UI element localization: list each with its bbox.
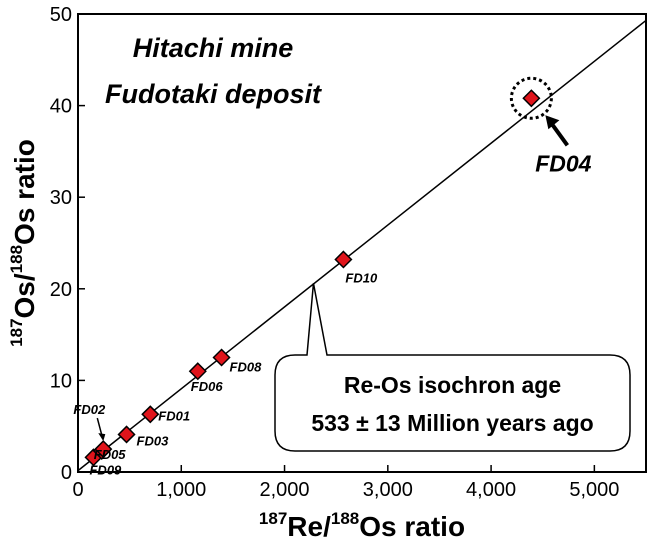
y-tick-label: 0 <box>61 462 72 484</box>
point-fd03 <box>117 425 136 444</box>
y-tick-label: 50 <box>50 4 72 26</box>
x-axis-title-sup-1: 187 <box>259 509 287 528</box>
y-axis-title-part-2: Os ratio <box>9 139 40 245</box>
chart-title-line-1: Hitachi mine <box>133 33 294 63</box>
label-fd09: FD09 <box>89 462 122 477</box>
x-tick-label: 1,000 <box>156 479 206 501</box>
label-fd02: FD02 <box>73 402 106 417</box>
label-fd06: FD06 <box>191 379 224 394</box>
x-tick-label: 3,000 <box>363 479 413 501</box>
x-tick-label: 2,000 <box>260 479 310 501</box>
label-fd04: FD04 <box>535 150 591 176</box>
y-axis-title: 187Os/188Os ratio <box>7 139 40 347</box>
point-fd10 <box>334 250 353 269</box>
fd02-arrow-head <box>98 433 106 442</box>
x-axis-title: 187Re/188Os ratio <box>259 509 465 542</box>
point-fd01 <box>141 405 160 424</box>
point-fd08 <box>212 348 231 367</box>
x-axis-title-sup-2: 188 <box>331 509 359 528</box>
y-tick-label: 30 <box>50 187 72 209</box>
x-axis-title-part-2: Os ratio <box>359 511 465 542</box>
y-axis-title-part-1: Os/ <box>9 273 40 318</box>
point-fd06 <box>188 362 207 381</box>
y-tick-label: 10 <box>50 370 72 392</box>
highlight-ring <box>509 76 553 120</box>
fd04-arrow-head <box>545 115 560 130</box>
plot-frame <box>77 13 647 473</box>
point-fd04 <box>522 89 541 108</box>
label-fd01: FD01 <box>158 408 190 423</box>
label-fd10: FD10 <box>345 270 378 285</box>
y-tick-label: 40 <box>50 96 72 118</box>
label-fd08: FD08 <box>230 360 263 375</box>
chart-title-line-2: Fudotaki deposit <box>105 79 322 109</box>
fd04-arrow-shaft <box>549 122 569 147</box>
isochron-age-callout <box>274 283 631 452</box>
callout-line-2: 533 ± 13 Million years ago <box>311 410 593 436</box>
x-axis-title-part-1: Re/ <box>287 511 331 542</box>
callout-line-1: Re-Os isochron age <box>344 372 561 398</box>
x-tick-label: 4,000 <box>466 479 516 501</box>
label-fd03: FD03 <box>137 433 170 448</box>
y-tick-label: 20 <box>50 279 72 301</box>
y-axis-title-sup-2: 188 <box>7 245 26 273</box>
point-fd02 <box>94 440 113 459</box>
label-fd05: FD05 <box>94 447 127 462</box>
x-tick-label: 0 <box>72 479 83 501</box>
y-axis-title-sup-1: 187 <box>7 318 26 346</box>
x-tick-label: 5,000 <box>569 479 619 501</box>
